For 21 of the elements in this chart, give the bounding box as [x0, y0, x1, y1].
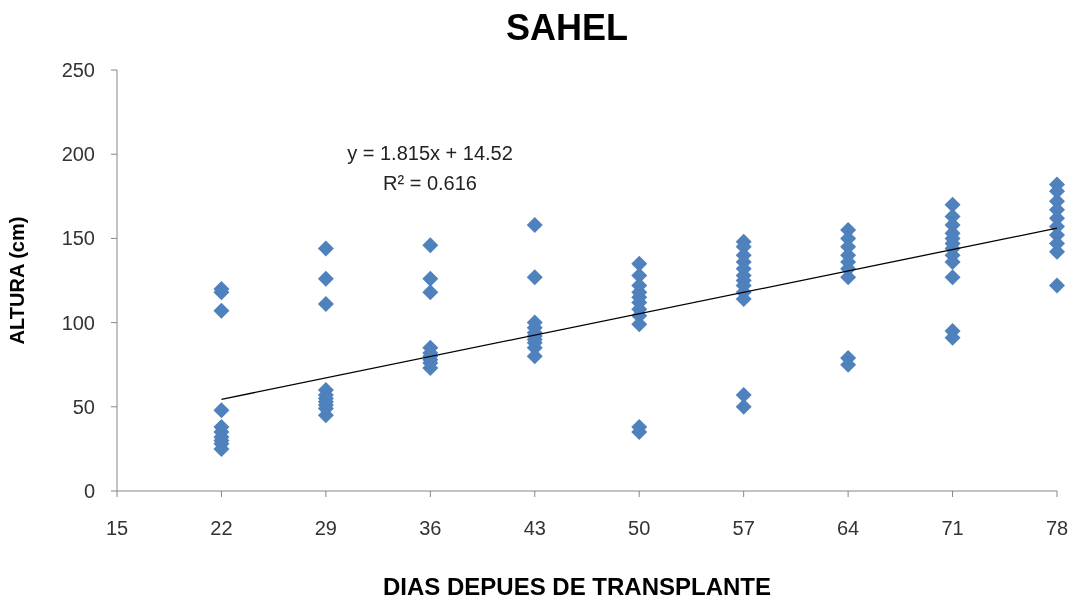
- x-tick-label: 15: [105, 517, 129, 539]
- y-tick-label: 50: [72, 395, 95, 418]
- annotation: R² = 0.616: [383, 172, 477, 194]
- y-tick-label: 150: [61, 227, 95, 250]
- y-tick-label: 250: [61, 59, 95, 81]
- x-tick-label: 50: [628, 517, 651, 539]
- annotation: y = 1.815x + 14.52: [347, 142, 513, 164]
- y-tick-label: 0: [83, 480, 95, 502]
- y-tick-label: 200: [61, 143, 95, 166]
- x-tick-label: 43: [523, 517, 546, 539]
- x-tick-label: 78: [1045, 517, 1069, 539]
- x-tick-label: 29: [314, 517, 338, 539]
- x-tick-label: 64: [836, 517, 860, 539]
- x-axis-title: DIAS DEPUES DE TRANSPLANTE: [382, 573, 772, 599]
- x-tick-label: 36: [419, 517, 442, 539]
- x-tick-label: 57: [732, 517, 755, 539]
- y-axis-title: ALTURA (cm): [6, 216, 28, 345]
- x-tick-label: 71: [941, 517, 964, 539]
- y-tick-label: 100: [61, 311, 95, 334]
- x-tick-label: 22: [210, 517, 233, 539]
- chart-title: SAHEL: [505, 7, 629, 48]
